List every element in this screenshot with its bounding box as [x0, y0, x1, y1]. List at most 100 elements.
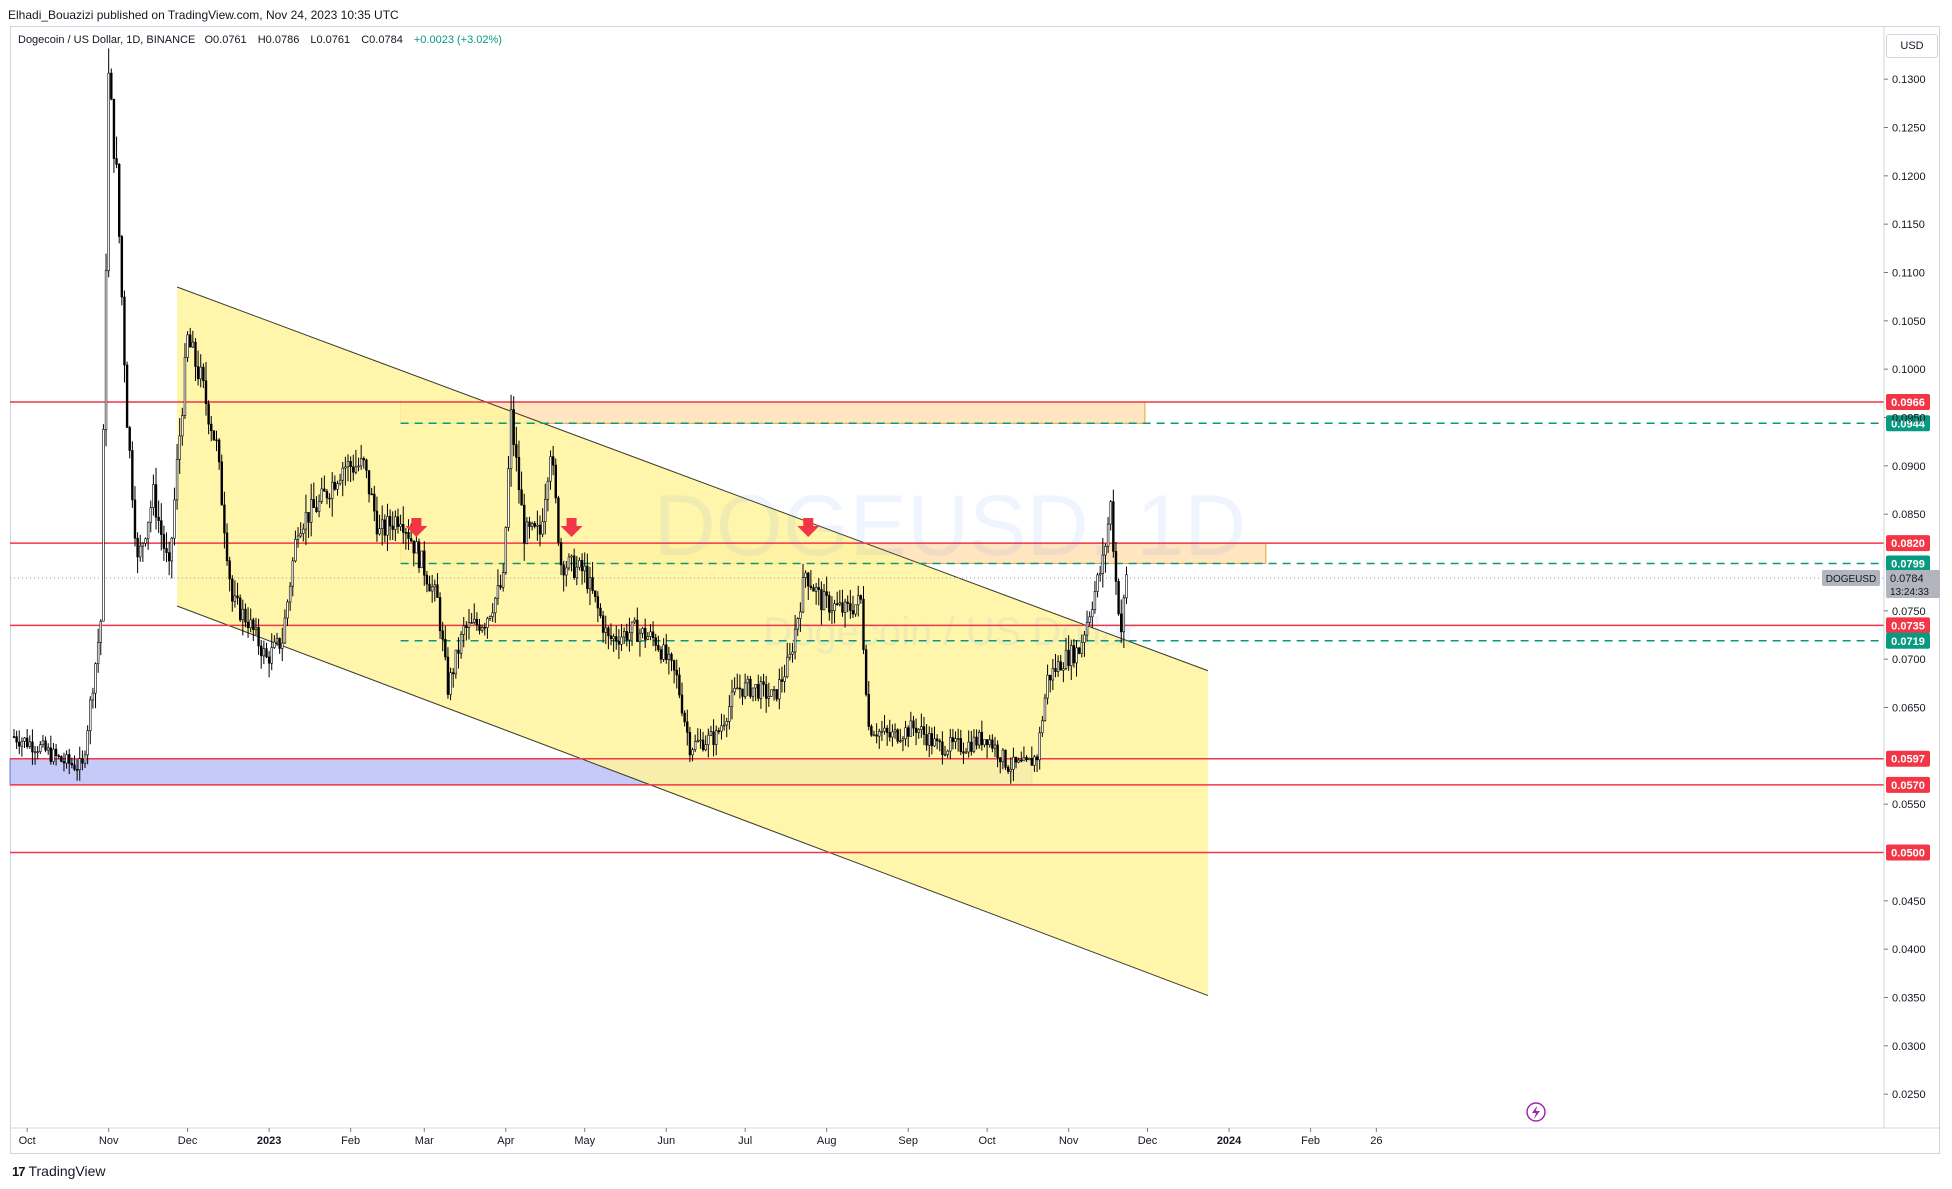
candle-body — [373, 493, 376, 512]
candle-body — [764, 684, 768, 699]
candle-body — [1004, 749, 1007, 768]
channel-upper-line[interactable] — [176, 286, 1209, 672]
candle-body — [333, 481, 337, 490]
candle-body — [920, 726, 923, 730]
candle-body — [94, 663, 97, 694]
candle-body — [799, 611, 802, 619]
candle-body — [615, 636, 618, 642]
candle-body — [33, 751, 37, 754]
candle-body — [622, 631, 626, 638]
tradingview-mark-icon: 17 — [12, 1163, 26, 1179]
candle-body — [1001, 749, 1005, 763]
candle-body — [1006, 766, 1010, 772]
candle-body — [964, 751, 968, 754]
candle-body — [1098, 573, 1102, 576]
y-tick-label: 0.0550 — [1892, 799, 1926, 811]
candle-body — [601, 615, 605, 633]
y-tick-label: 0.1100 — [1892, 268, 1925, 280]
candle-body — [160, 520, 163, 535]
price-tag-bg-0.0719 — [1886, 632, 1930, 649]
candle-body — [288, 585, 292, 603]
candle-body — [25, 737, 29, 747]
candle-body — [70, 762, 74, 766]
candle-body — [286, 601, 289, 619]
candle-body — [465, 625, 468, 628]
candle-body — [49, 747, 53, 762]
candle-body — [375, 510, 379, 535]
candle-body — [1070, 645, 1073, 667]
candle-body — [849, 603, 852, 611]
down-arrow-icon — [405, 518, 428, 537]
candle-body — [425, 574, 429, 585]
legend-low: L0.0761 — [310, 34, 351, 46]
legend-close: C0.0784 — [361, 34, 403, 46]
price-tag-0.0966: 0.0966 — [1891, 397, 1925, 409]
candle-body — [762, 681, 765, 685]
candle-body — [281, 642, 284, 649]
candle-body — [559, 542, 563, 566]
candle-body — [659, 649, 663, 660]
candle-body — [770, 689, 773, 697]
candle-body — [1017, 759, 1020, 763]
candle-body — [596, 596, 600, 609]
candle-body — [241, 608, 245, 621]
candle-body — [323, 488, 326, 492]
candle-body — [1009, 768, 1012, 772]
candle-body — [309, 499, 313, 523]
candle-body — [565, 567, 568, 576]
candle-body — [349, 461, 352, 468]
currency-button[interactable]: USD — [1886, 34, 1938, 58]
candle-body — [275, 637, 279, 643]
candle-body — [338, 479, 342, 484]
candle-body — [654, 637, 657, 646]
candle-body — [178, 435, 181, 460]
candle-body — [736, 687, 739, 690]
candle-body — [754, 684, 757, 689]
candle-body — [15, 736, 18, 743]
candle-body — [31, 741, 34, 753]
x-tick-label: Oct — [19, 1135, 36, 1147]
candle-body — [993, 744, 997, 749]
candle-body — [941, 741, 944, 756]
candle-body — [930, 733, 934, 747]
x-tick-label: Feb — [1301, 1135, 1320, 1147]
watermark-subtitle: Dogecoin / US Dollar — [763, 610, 1137, 654]
candle-body — [144, 538, 147, 544]
candle-body — [651, 631, 655, 639]
lightning-icon[interactable] — [1526, 1102, 1546, 1122]
candle-body — [128, 427, 131, 451]
candle-body — [115, 158, 118, 165]
candle-body — [1064, 649, 1068, 670]
x-tick-label: Nov — [1059, 1135, 1079, 1147]
candle-body — [580, 560, 584, 572]
candle-body — [772, 689, 776, 691]
candle-body — [507, 468, 510, 528]
candle-body — [438, 597, 442, 632]
candle-body — [688, 732, 692, 756]
price-tag-bg-0.0735 — [1886, 617, 1930, 634]
candle-body — [956, 738, 960, 740]
candle-body — [641, 628, 644, 634]
candle-body — [386, 516, 389, 536]
candle-body — [575, 566, 579, 579]
candle-body — [801, 577, 805, 613]
candle-body — [133, 499, 137, 539]
price-tag-0.0719: 0.0719 — [1891, 636, 1925, 648]
candle-body — [788, 653, 792, 658]
candle-body — [436, 584, 439, 598]
candle-body — [446, 656, 450, 695]
candle-body — [57, 755, 60, 757]
candle-body — [878, 731, 881, 737]
y-tick-label: 0.1050 — [1892, 316, 1926, 328]
candle-body — [428, 583, 431, 592]
candle-body — [780, 679, 784, 682]
candle-body — [778, 679, 781, 700]
candle-body — [820, 589, 823, 611]
candle-body — [296, 535, 300, 540]
channel-lower-line[interactable] — [176, 605, 1209, 997]
candle-body — [207, 403, 210, 425]
tradingview-logo[interactable]: 17 TradingView — [12, 1163, 106, 1179]
symbol-tag-bg — [1822, 569, 1880, 586]
candle-body — [970, 741, 973, 752]
